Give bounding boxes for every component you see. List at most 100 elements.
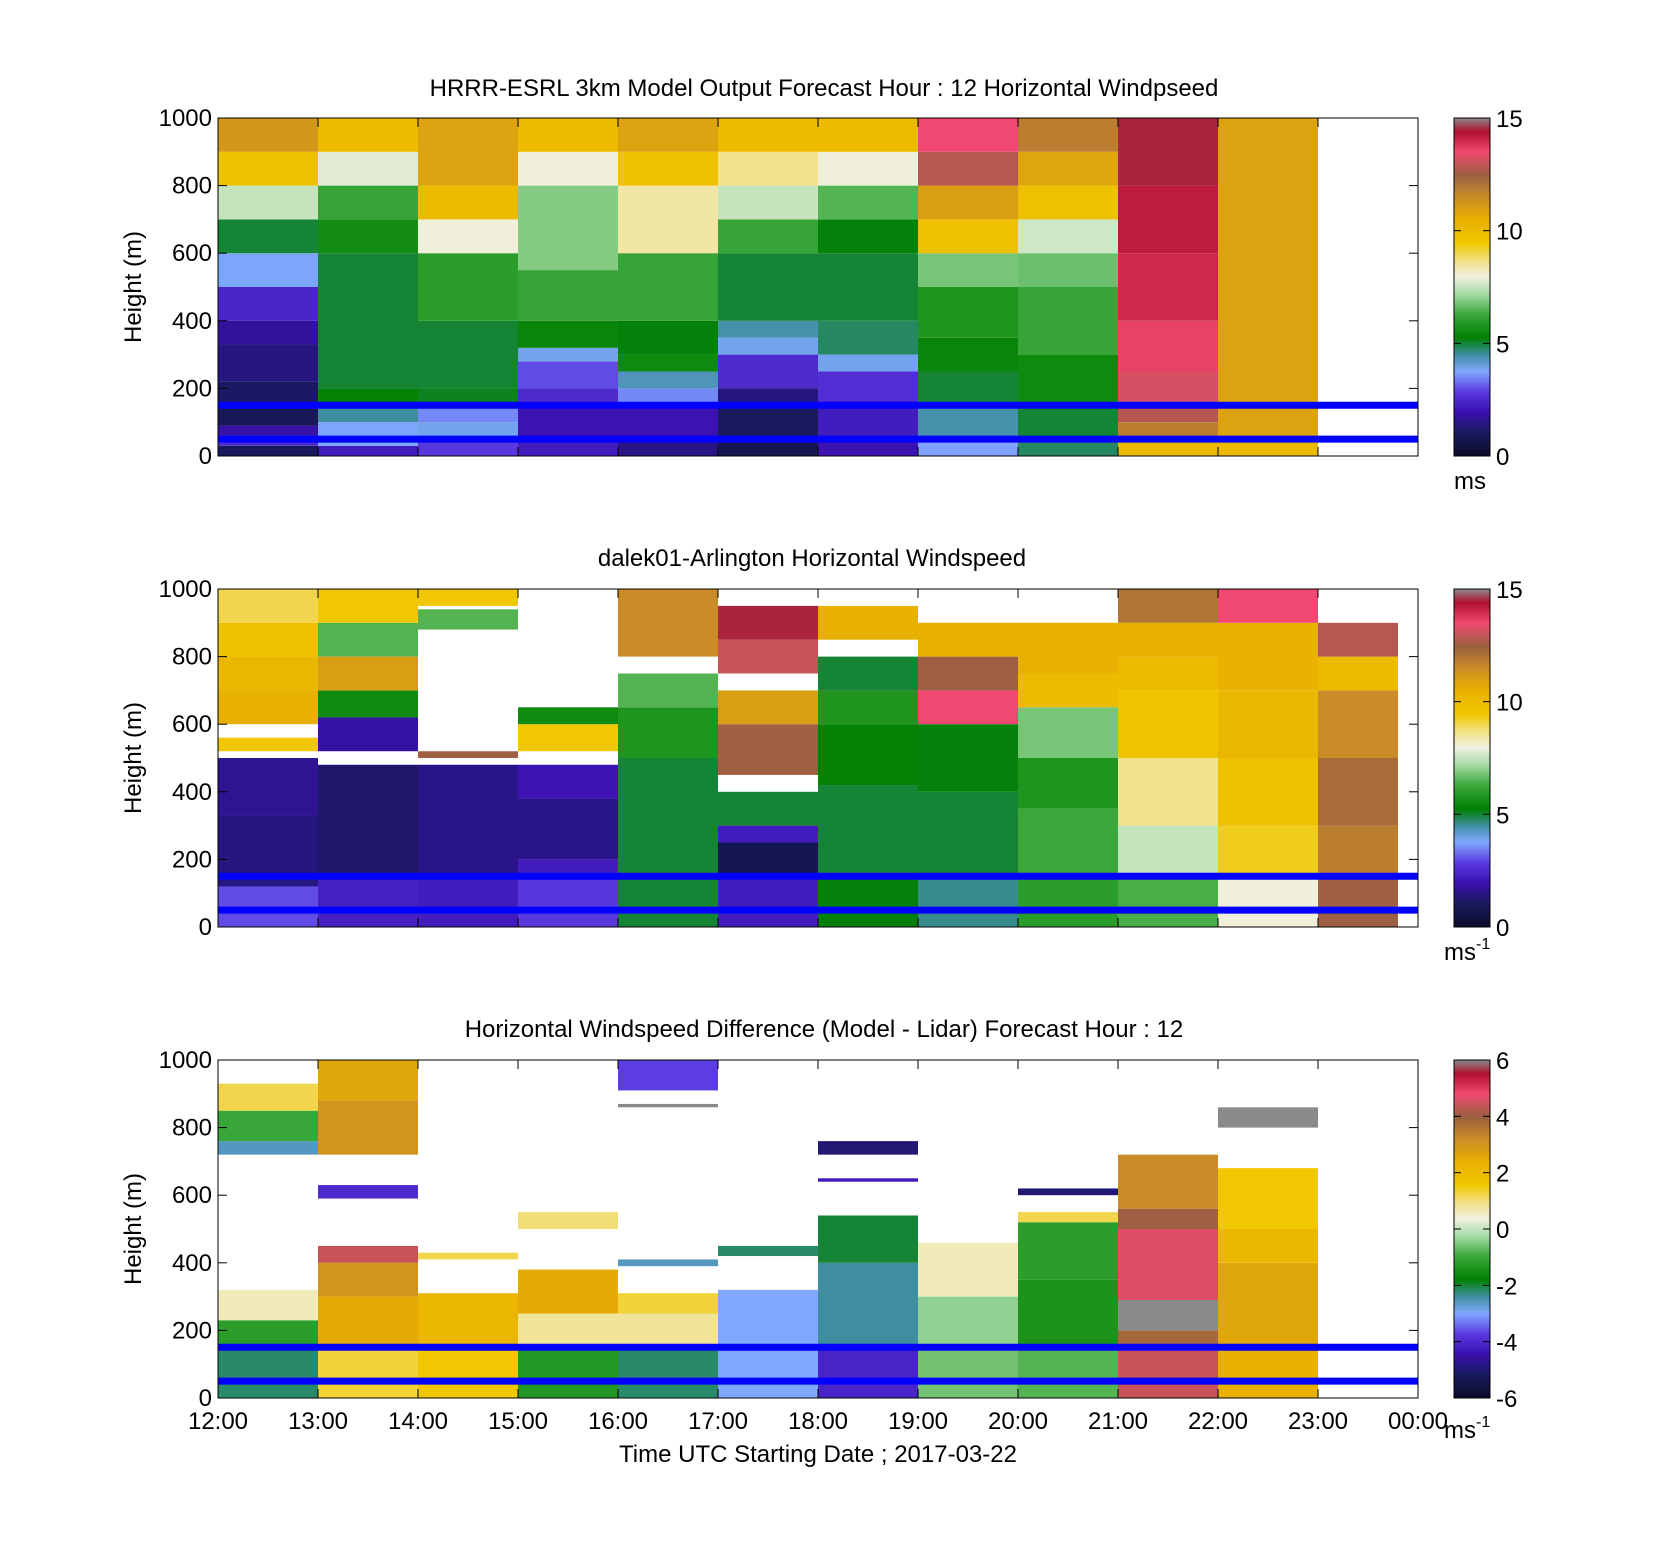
- cell-c6-s3: [818, 354, 918, 372]
- cell-c8-s4: [1018, 1188, 1118, 1196]
- cell-c0-s2: [218, 758, 318, 816]
- panel-difference: Horizontal Windspeed Difference (Model -…: [120, 1016, 1517, 1468]
- cell-c1-s2: [318, 1262, 418, 1297]
- cell-c7-s4: [918, 656, 1018, 691]
- cell-c3-s6: [518, 270, 618, 321]
- cell-c6-s6: [818, 219, 918, 254]
- cell-c3-s2: [518, 388, 618, 406]
- colorbar-tick-label: 15: [1496, 577, 1523, 604]
- cell-c2-s2: [418, 405, 518, 423]
- cell-c3-s1: [518, 859, 618, 877]
- cell-c6-s4: [818, 1141, 918, 1155]
- colorbar-gradient: [1453, 117, 1491, 457]
- cell-c9-s5: [1118, 253, 1218, 321]
- cell-c6-s9: [818, 118, 918, 152]
- x-tick-label: 14:00: [388, 1408, 448, 1435]
- cell-c2-s5: [418, 253, 518, 321]
- cell-c3-s0: [518, 442, 618, 456]
- cell-c7-s7: [918, 185, 1018, 220]
- y-tick-label: 0: [199, 443, 212, 470]
- cell-c1-s6: [318, 1060, 418, 1101]
- cell-c10-s0: [1218, 1347, 1318, 1398]
- cell-c2-s2: [418, 1252, 518, 1260]
- cell-c7-s0: [918, 876, 1018, 927]
- cell-c5-s4: [718, 337, 818, 355]
- panel-lidar-cells: [218, 589, 1398, 927]
- cell-c5-s0: [718, 876, 818, 927]
- panel-lidar-ticks: 0 200 400 600 800 1000: [159, 576, 1419, 941]
- y-tick-label: 0: [199, 914, 212, 941]
- cell-c4-s1: [618, 1313, 718, 1348]
- cell-c3-s0: [518, 1347, 618, 1398]
- y-tick-label: 600: [172, 711, 212, 738]
- cell-c11-s4: [1318, 656, 1398, 691]
- cell-c8-s8: [1018, 118, 1118, 152]
- cell-c0-s3: [218, 1141, 318, 1155]
- cell-c3-s9: [518, 118, 618, 152]
- cell-c10-s3: [1218, 690, 1318, 758]
- cell-c6-s1: [818, 1262, 918, 1348]
- cell-c4-s4: [618, 354, 718, 372]
- cell-c2-s2: [418, 751, 518, 758]
- y-tick-label: 1000: [159, 1047, 212, 1074]
- cell-c3-s3: [518, 361, 618, 389]
- cell-c3-s2: [518, 798, 618, 860]
- cell-c6-s5: [818, 605, 918, 640]
- panel-lidar-reflines: [218, 872, 1418, 914]
- cell-c4-s0: [618, 876, 718, 927]
- cell-c0-s4: [218, 1110, 318, 1142]
- cell-c3-s5: [518, 320, 618, 348]
- cell-c5-s10: [718, 118, 818, 152]
- cell-c10-s1: [1218, 825, 1318, 877]
- y-tick-label: 600: [172, 240, 212, 267]
- cell-c7-s1: [918, 791, 1018, 877]
- y-tick-label: 200: [172, 846, 212, 873]
- cell-c8-s0: [1018, 1347, 1118, 1398]
- cell-c8-s3: [1018, 707, 1118, 758]
- cell-c7-s2: [918, 1242, 1018, 1297]
- colorbar-tick-label: 0: [1496, 1217, 1509, 1244]
- cell-c4-s0: [618, 442, 718, 456]
- cell-c4-s2: [618, 388, 718, 406]
- panel-lidar-colorbar: 0 5 10 15 ms-1: [1444, 577, 1523, 966]
- x-tick-label: 21:00: [1088, 1408, 1148, 1435]
- panel-lidar: dalek01-Arlington Horizontal Windspeed 0…: [120, 545, 1523, 966]
- cell-c8-s4: [1018, 253, 1118, 287]
- cell-c10-s4: [1218, 1107, 1318, 1128]
- cell-c6-s0: [818, 876, 918, 927]
- cell-c8-s3: [1018, 1212, 1118, 1223]
- cell-c9-s7: [1118, 118, 1218, 186]
- cell-c0-s4: [218, 381, 318, 406]
- cell-c9-s4: [1118, 320, 1218, 372]
- x-tick-label: 18:00: [788, 1408, 848, 1435]
- cell-c4-s3: [618, 371, 718, 389]
- cell-c9-s3: [1118, 371, 1218, 406]
- cell-c10-s0: [1218, 442, 1318, 456]
- cell-c1-s0: [318, 1347, 418, 1398]
- cell-c6-s1: [818, 785, 918, 877]
- cell-c4-s0: [618, 1347, 718, 1398]
- cell-c8-s1: [1018, 1279, 1118, 1348]
- y-tick-label: 800: [172, 173, 212, 200]
- cell-c6-s4: [818, 656, 918, 691]
- cell-c4-s6: [618, 253, 718, 321]
- cell-c1-s5: [318, 622, 418, 657]
- y-tick-label: 1000: [159, 576, 212, 603]
- cell-c3-s4: [518, 347, 618, 362]
- cell-c10-s2: [1218, 1229, 1318, 1263]
- x-tick-label: 22:00: [1188, 1408, 1248, 1435]
- y-tick-label: 200: [172, 375, 212, 402]
- cell-c1-s5: [318, 1100, 418, 1155]
- colorbar-unit: ms-1: [1444, 1414, 1490, 1444]
- cell-c9-s6: [1118, 589, 1218, 623]
- cell-c6-s2: [818, 1215, 918, 1263]
- cell-c11-s3: [1318, 690, 1398, 758]
- colorbar-tick-label: 5: [1496, 331, 1509, 358]
- cell-c9-s0: [1118, 876, 1218, 927]
- cell-c1-s5: [318, 219, 418, 254]
- cell-c6-s2: [818, 724, 918, 786]
- cell-c5-s2: [718, 1245, 818, 1257]
- cell-c4-s1: [618, 758, 718, 877]
- cell-c4-s4: [618, 589, 718, 657]
- x-tick-label: 00:00: [1388, 1408, 1448, 1435]
